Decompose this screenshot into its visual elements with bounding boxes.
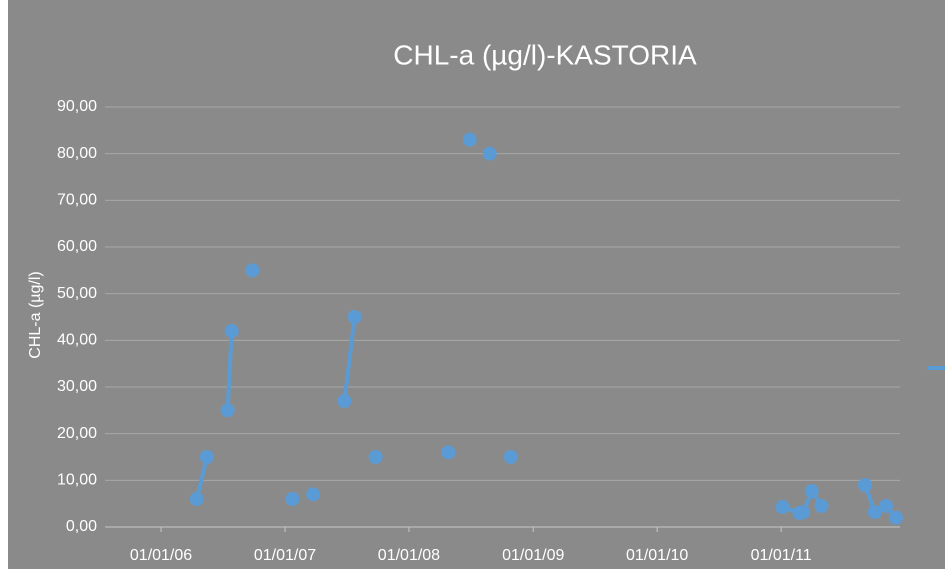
y-tick-label: 60,00: [57, 238, 97, 255]
data-point: [462, 132, 477, 147]
data-point: [804, 484, 819, 499]
y-axis-label: CHL-a (µg/l): [27, 271, 44, 358]
x-tick-label: 01/01/09: [502, 547, 564, 564]
chart-title: CHL-a (µg/l)-KASTORIA: [393, 39, 697, 70]
series-line: [225, 330, 234, 411]
y-tick-label: 50,00: [57, 285, 97, 302]
data-point: [368, 450, 383, 464]
series-line: [194, 456, 209, 500]
y-tick-label: 70,00: [57, 192, 97, 209]
x-tick-label: 01/01/07: [254, 547, 316, 564]
data-point: [482, 146, 497, 161]
data-point: [199, 450, 214, 464]
y-tick-label: 90,00: [57, 98, 97, 115]
x-tick-label: 01/01/10: [626, 547, 688, 564]
x-tick-label: 01/01/06: [130, 547, 192, 564]
data-point: [441, 445, 456, 460]
x-tick-label: 01/01/08: [378, 547, 440, 564]
data-point: [189, 492, 204, 506]
data-point: [796, 505, 811, 520]
data-point: [220, 403, 235, 418]
data-point: [879, 499, 894, 513]
data-point: [337, 394, 352, 408]
data-point: [224, 324, 239, 338]
data-point: [503, 450, 518, 464]
data-point: [888, 510, 903, 525]
data-point: [775, 499, 790, 514]
data-point: [285, 492, 300, 506]
y-tick-label: 0,00: [66, 518, 97, 535]
y-tick-label: 20,00: [57, 425, 97, 442]
x-tick-label: 01/01/11: [751, 547, 812, 564]
y-tick-label: 40,00: [57, 332, 97, 349]
data-point: [347, 310, 362, 324]
data-point: [814, 499, 829, 513]
data-point: [858, 478, 873, 492]
data-point: [867, 505, 882, 520]
data-point: [306, 487, 321, 502]
y-tick-label: 80,00: [57, 145, 97, 162]
y-tick-label: 30,00: [57, 378, 97, 395]
y-tick-label: 10,00: [57, 472, 97, 489]
chart-background: [8, 0, 945, 569]
data-point: [245, 263, 260, 278]
series-line: [342, 316, 357, 402]
